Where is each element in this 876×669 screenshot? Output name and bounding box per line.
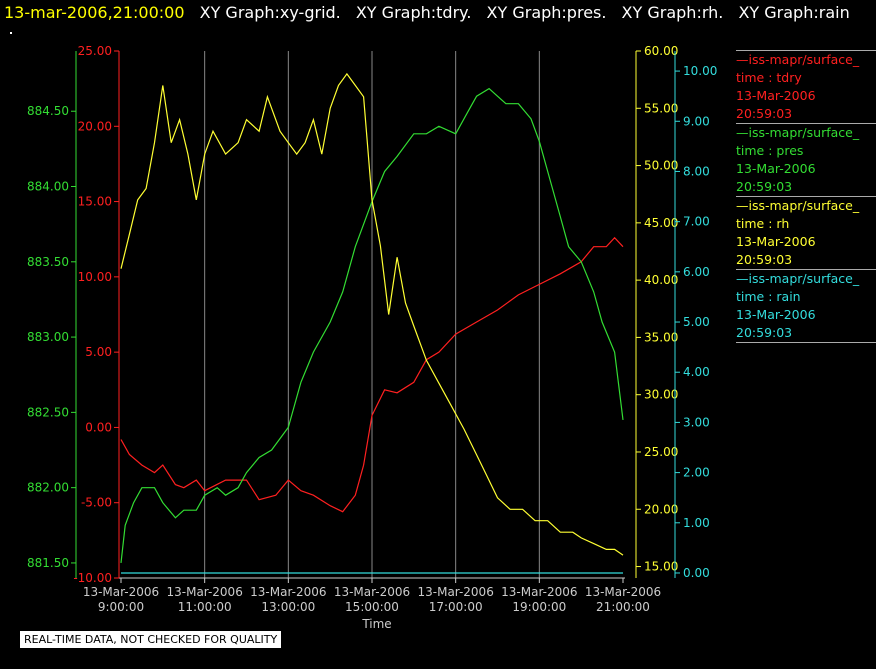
tdry-tick-label: -5.00 <box>81 496 112 510</box>
rh-tick-label: 45.00 <box>644 216 678 230</box>
rain-tick-label: 10.00 <box>683 64 717 78</box>
legend-source: —iss-mapr/surface_ <box>736 125 860 140</box>
pres-tick-label: 883.00 <box>27 330 69 344</box>
graph-name-xy-grid[interactable]: XY Graph:xy-grid. <box>199 3 341 22</box>
rain-tick-label: 0.00 <box>683 566 710 580</box>
timestamp: 13-mar-2006,21:00:00 <box>4 3 185 22</box>
x-tick-label-time: 11:00:00 <box>178 600 232 614</box>
legend-source: —iss-mapr/surface_ <box>736 198 860 213</box>
legend-time: 20:59:03 <box>736 179 793 194</box>
x-tick-label-time: 13:00:00 <box>261 600 315 614</box>
pres-tick-label: 883.50 <box>27 255 69 269</box>
rh-tick-label: 40.00 <box>644 273 678 287</box>
legend-date: 13-Mar-2006 <box>736 88 816 103</box>
tdry-tick-label: 5.00 <box>85 345 112 359</box>
rain-tick-label: 3.00 <box>683 415 710 429</box>
series-tdry-line <box>120 236 624 513</box>
rh-tick-label: 25.00 <box>644 445 678 459</box>
legend: —iss-mapr/surface_ time : tdry 13-Mar-20… <box>736 50 876 343</box>
rh-tick-label: 30.00 <box>644 388 678 402</box>
legend-source: —iss-mapr/surface_ <box>736 52 860 67</box>
rain-tick-label: 9.00 <box>683 114 710 128</box>
x-tick-label-date: 13-Mar-2006 <box>585 585 661 599</box>
x-tick-label-time: 17:00:00 <box>429 600 483 614</box>
x-tick-label-time: 15:00:00 <box>345 600 399 614</box>
legend-time: 20:59:03 <box>736 325 793 340</box>
x-tick-label-date: 13-Mar-2006 <box>166 585 242 599</box>
legend-variable: time : tdry <box>736 70 802 85</box>
legend-variable: time : rain <box>736 289 801 304</box>
rain-tick-label: 1.00 <box>683 516 710 530</box>
legend-date: 13-Mar-2006 <box>736 161 816 176</box>
x-tick-label-date: 13-Mar-2006 <box>501 585 577 599</box>
rain-tick-label: 5.00 <box>683 315 710 329</box>
legend-bottom-rule <box>736 342 876 343</box>
legend-date: 13-Mar-2006 <box>736 307 816 322</box>
x-tick-label-date: 13-Mar-2006 <box>250 585 326 599</box>
x-axis-label: Time <box>361 617 391 631</box>
quality-disclaimer: REAL-TIME DATA, NOT CHECKED FOR QUALITY <box>20 631 282 648</box>
legend-source: —iss-mapr/surface_ <box>736 271 860 286</box>
legend-entry-rh[interactable]: —iss-mapr/surface_ time : rh 13-Mar-2006… <box>736 196 876 269</box>
rh-tick-label: 20.00 <box>644 502 678 516</box>
graph-name-tdry[interactable]: XY Graph:tdry. <box>355 3 472 22</box>
x-tick-label-date: 13-Mar-2006 <box>334 585 410 599</box>
legend-entry-rain[interactable]: —iss-mapr/surface_ time : rain 13-Mar-20… <box>736 269 876 342</box>
rh-tick-label: 50.00 <box>644 159 678 173</box>
tdry-tick-label: 10.00 <box>78 270 112 284</box>
tdry-tick-label: 20.00 <box>78 119 112 133</box>
tdry-tick-label: 15.00 <box>78 195 112 209</box>
x-tick-label-date: 13-Mar-2006 <box>417 585 493 599</box>
series-rh-line <box>120 72 624 556</box>
dot-marker <box>10 32 12 34</box>
legend-entry-tdry[interactable]: —iss-mapr/surface_ time : tdry 13-Mar-20… <box>736 50 876 123</box>
graph-name-rh[interactable]: XY Graph:rh. <box>621 3 724 22</box>
legend-date: 13-Mar-2006 <box>736 234 816 249</box>
rain-tick-label: 6.00 <box>683 265 710 279</box>
pres-tick-label: 882.00 <box>27 481 69 495</box>
pres-tick-label: 884.50 <box>27 104 69 118</box>
pres-tick-label: 881.50 <box>27 556 69 570</box>
pres-tick-label: 884.00 <box>27 180 69 194</box>
title-bar: 13-mar-2006,21:00:00 XY Graph:xy-grid. X… <box>4 3 850 22</box>
legend-time: 20:59:03 <box>736 252 793 267</box>
legend-entry-pres[interactable]: —iss-mapr/surface_ time : pres 13-Mar-20… <box>736 123 876 196</box>
rh-tick-label: 35.00 <box>644 330 678 344</box>
pres-tick-label: 882.50 <box>27 405 69 419</box>
graph-name-pres[interactable]: XY Graph:pres. <box>486 3 607 22</box>
legend-variable: time : rh <box>736 216 790 231</box>
x-tick-label-time: 21:00:00 <box>596 600 650 614</box>
tdry-tick-label: 0.00 <box>85 420 112 434</box>
rain-tick-label: 7.00 <box>683 215 710 229</box>
rain-tick-label: 4.00 <box>683 365 710 379</box>
tdry-tick-label: -10.00 <box>73 571 112 585</box>
tdry-tick-label: 25.00 <box>78 44 112 58</box>
x-tick-label-time: 9:00:00 <box>98 600 144 614</box>
rain-tick-label: 8.00 <box>683 164 710 178</box>
rh-tick-label: 60.00 <box>644 44 678 58</box>
legend-time: 20:59:03 <box>736 106 793 121</box>
x-tick-label-time: 19:00:00 <box>512 600 566 614</box>
x-tick-label-date: 13-Mar-2006 <box>83 585 159 599</box>
legend-variable: time : pres <box>736 143 804 158</box>
rain-tick-label: 2.00 <box>683 466 710 480</box>
rh-tick-label: 15.00 <box>644 560 678 574</box>
graph-name-rain[interactable]: XY Graph:rain <box>738 3 850 22</box>
rh-tick-label: 55.00 <box>644 101 678 115</box>
